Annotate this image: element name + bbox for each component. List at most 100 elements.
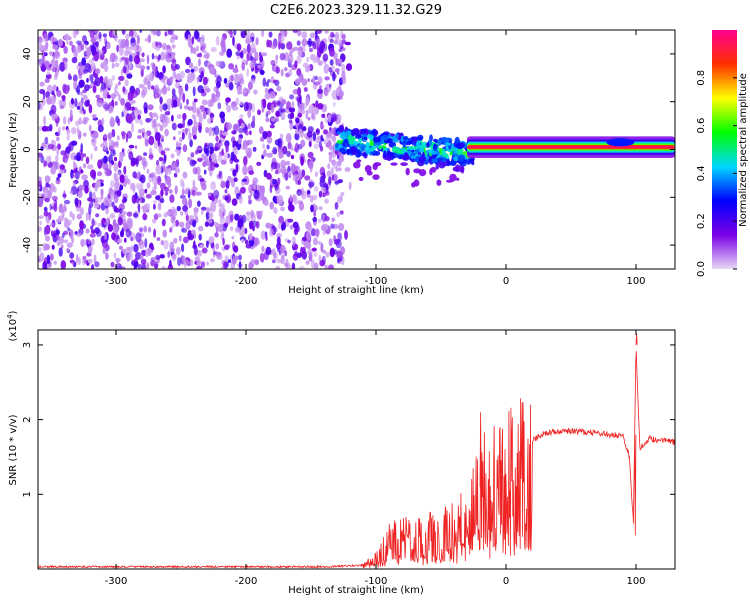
spectrogram-cell bbox=[97, 124, 104, 133]
spectrogram-cell bbox=[131, 100, 136, 104]
spectrogram-cell bbox=[130, 245, 133, 253]
spectrogram-cell bbox=[250, 55, 254, 61]
spectrogram-cell bbox=[273, 253, 276, 259]
spectrogram-cell bbox=[265, 113, 269, 118]
spectrogram-cell bbox=[72, 181, 76, 188]
spectrogram-cell bbox=[256, 210, 260, 215]
spectrogram-cell bbox=[175, 73, 182, 81]
spectrogram-cell bbox=[192, 71, 196, 81]
spectrogram-cell bbox=[98, 49, 104, 56]
spectrogram-cell bbox=[180, 211, 184, 216]
spectrogram-cell bbox=[293, 165, 299, 171]
colorbar-tick-label: 0.2 bbox=[696, 213, 707, 229]
spectrogram-cell bbox=[317, 103, 324, 110]
spectrogram-cell bbox=[44, 243, 50, 251]
spectrogram-cell bbox=[133, 212, 139, 218]
spectrogram-cell bbox=[232, 67, 239, 73]
spectrogram-cell bbox=[311, 112, 314, 120]
spectrogram-cell bbox=[118, 245, 123, 250]
spectrogram-cell bbox=[164, 111, 171, 116]
spectrogram-cell bbox=[182, 118, 186, 129]
spectrogram-cell bbox=[43, 160, 48, 167]
spectrogram-cell bbox=[419, 156, 424, 164]
spectrogram-cell bbox=[143, 152, 148, 157]
spectrogram-cell bbox=[57, 126, 61, 136]
spectrogram-cell bbox=[125, 33, 131, 40]
spectrogram-cell bbox=[66, 129, 71, 134]
spectrogram-cell bbox=[307, 151, 314, 159]
spectrogram-cell bbox=[76, 105, 80, 110]
spectrogram-cell bbox=[227, 259, 231, 263]
spectrogram-cell bbox=[156, 123, 161, 127]
spectrogram-cell bbox=[159, 96, 163, 105]
spectrogram-cell bbox=[66, 40, 69, 45]
spectrogram-cell bbox=[104, 76, 109, 84]
spectrogram-cell bbox=[234, 213, 240, 221]
spectrogram-cell bbox=[191, 125, 198, 135]
spectrogram-cell bbox=[278, 215, 284, 224]
spectrogram-cell bbox=[193, 65, 199, 72]
spectrogram-cell bbox=[333, 238, 340, 245]
spectrogram-cell bbox=[338, 39, 343, 48]
spectrogram-cell bbox=[247, 108, 252, 119]
spectrogram-cell bbox=[49, 203, 52, 211]
spectrogram-cell bbox=[293, 195, 298, 205]
y-tick-label: 1 bbox=[22, 491, 33, 497]
spectrogram-cell bbox=[77, 190, 83, 199]
spectrogram-cell bbox=[164, 117, 168, 122]
spectrogram-cell bbox=[41, 125, 48, 132]
spectrogram-cell bbox=[118, 43, 123, 49]
spectrogram-cell bbox=[153, 87, 157, 94]
spectrogram-cell bbox=[159, 198, 165, 204]
spectrogram-cell bbox=[223, 151, 229, 162]
spectrogram-cell bbox=[311, 247, 317, 252]
spectrogram-cell bbox=[64, 219, 70, 229]
spectrogram-cell bbox=[262, 131, 268, 140]
spectrogram-cell bbox=[41, 195, 46, 202]
spectrogram-cell bbox=[156, 159, 160, 166]
spectrogram-cell bbox=[114, 62, 120, 68]
spectrogram-cell bbox=[215, 90, 221, 98]
spectrogram-cell bbox=[208, 236, 215, 244]
spectrogram-cell bbox=[76, 40, 82, 45]
spectrogram-cell bbox=[322, 213, 326, 224]
spectrogram-cell bbox=[315, 129, 320, 134]
spectrogram-cell bbox=[322, 223, 329, 231]
spectrogram-cell bbox=[62, 154, 69, 164]
spectrogram-cell bbox=[216, 80, 221, 89]
spectrogram-cell bbox=[57, 173, 62, 178]
spectrogram-marks bbox=[38, 30, 675, 269]
spectrogram-cell bbox=[288, 68, 293, 77]
spectrogram-cell bbox=[57, 242, 61, 247]
spectrogram-cell bbox=[103, 155, 108, 164]
spectrogram-cell bbox=[184, 210, 189, 216]
spectrogram-cell bbox=[119, 154, 124, 163]
spectrogram-cell bbox=[48, 51, 54, 56]
spectrogram-cell bbox=[330, 38, 334, 43]
spectrogram-cell bbox=[261, 52, 268, 57]
spectrogram-cell bbox=[307, 78, 310, 83]
spectrogram-cell bbox=[293, 147, 298, 152]
spectrogram-cell bbox=[232, 169, 237, 177]
spectrogram-cell bbox=[137, 171, 141, 180]
spectrogram-cell bbox=[266, 144, 270, 150]
spectrogram-cell bbox=[317, 60, 323, 66]
spectrogram-cell bbox=[46, 71, 50, 76]
spectrogram-cell bbox=[47, 143, 55, 150]
spectrogram-cell bbox=[113, 162, 119, 172]
spectrogram-cell bbox=[300, 139, 306, 148]
spectrogram-cell bbox=[42, 261, 48, 269]
spectrogram-cell bbox=[40, 146, 44, 152]
spectrogram-cell bbox=[112, 141, 116, 148]
spectrogram-cell bbox=[71, 56, 78, 64]
spectrogram-cell bbox=[280, 34, 285, 43]
spectrogram-cell bbox=[72, 174, 75, 178]
spectrogram-cell bbox=[286, 150, 291, 157]
snr-y-scale-label: (x104) bbox=[6, 310, 19, 341]
spectrogram-cell bbox=[210, 46, 217, 53]
spectrogram-cell bbox=[606, 138, 635, 147]
spectrogram-cell bbox=[182, 144, 188, 153]
spectrogram-cell bbox=[145, 193, 152, 199]
spectrogram-cell bbox=[244, 145, 249, 154]
spectrogram-cell bbox=[281, 99, 287, 105]
